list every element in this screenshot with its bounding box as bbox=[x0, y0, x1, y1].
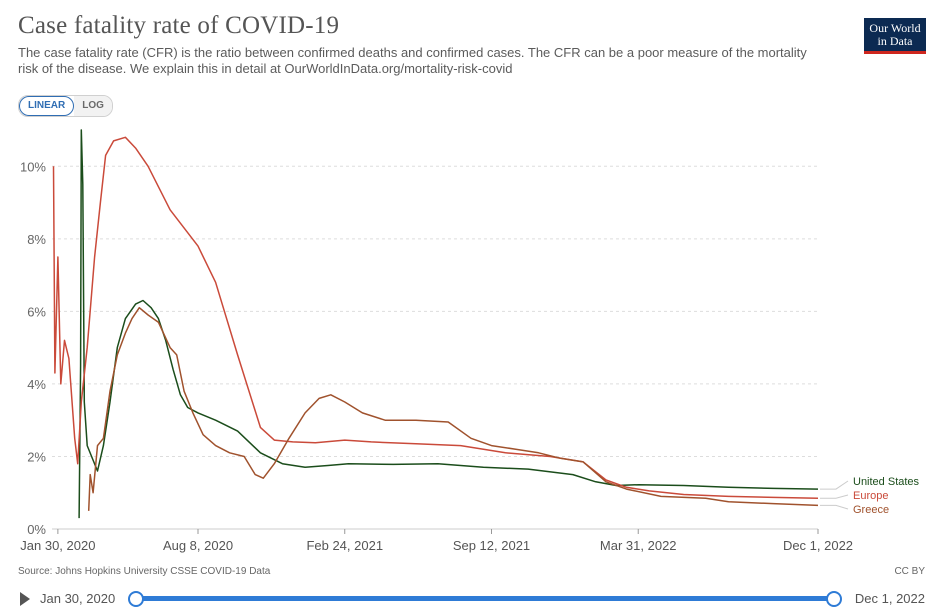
series-line-greece bbox=[87, 306, 819, 511]
series-line-europe bbox=[52, 136, 819, 499]
legend-label-europe: Europe bbox=[853, 490, 888, 502]
series-lines bbox=[52, 129, 819, 519]
legend-label-united-states: United States bbox=[853, 476, 920, 488]
x-tick-label: Dec 1, 2022 bbox=[783, 538, 853, 553]
log-scale-button[interactable]: LOG bbox=[74, 96, 112, 116]
timeline-end-label: Dec 1, 2022 bbox=[854, 591, 925, 606]
x-tick-label: Jan 30, 2020 bbox=[20, 538, 95, 553]
logo-line-1: Our World bbox=[869, 21, 921, 35]
x-tick-label: Feb 24, 2021 bbox=[306, 538, 383, 553]
timeline-start-handle[interactable] bbox=[128, 591, 144, 607]
timeline-start-label: Jan 30, 2020 bbox=[40, 591, 116, 606]
legend-connector bbox=[820, 494, 849, 499]
y-tick-label: 4% bbox=[27, 377, 46, 392]
play-icon[interactable] bbox=[20, 592, 30, 606]
grid-lines bbox=[52, 165, 818, 530]
license-link[interactable]: CC BY bbox=[894, 566, 925, 577]
timeline-track[interactable] bbox=[136, 596, 834, 601]
x-tick-label: Mar 31, 2022 bbox=[600, 538, 677, 553]
x-tick-label: Sep 12, 2021 bbox=[453, 538, 530, 553]
series-legend: United States Europe Greece bbox=[820, 476, 920, 516]
scale-toggle: LINEAR LOG bbox=[18, 95, 113, 117]
x-axis-ticks: Jan 30, 2020 Aug 8, 2020 Feb 24, 2021 Sep 1… bbox=[20, 529, 853, 553]
linear-scale-button[interactable]: LINEAR bbox=[19, 96, 75, 116]
timeline-end-handle[interactable] bbox=[826, 591, 842, 607]
legend-connector bbox=[820, 504, 849, 510]
y-tick-label: 8% bbox=[27, 232, 46, 247]
timeline: Jan 30, 2020 Dec 1, 2022 bbox=[0, 588, 943, 610]
y-tick-label: 2% bbox=[27, 449, 46, 464]
chart-subtitle: The case fatality rate (CFR) is the rati… bbox=[18, 45, 807, 76]
logo-line-2: in Data bbox=[877, 34, 913, 48]
chart-title: Case fatality rate of COVID-19 bbox=[18, 12, 340, 39]
x-tick-label: Aug 8, 2020 bbox=[163, 538, 233, 553]
y-tick-label: 6% bbox=[27, 304, 46, 319]
y-tick-label: 0% bbox=[27, 522, 46, 537]
y-axis-ticks: 0% 2% 4% 6% 8% 10% bbox=[20, 159, 46, 537]
line-chart: 0% 2% 4% 6% 8% 10% Jan 30, 2020 Aug 8, 2020 Feb… bbox=[20, 129, 920, 553]
owid-logo[interactable]: Our World in Data bbox=[864, 18, 926, 54]
source-note: Source: Johns Hopkins University CSSE CO… bbox=[18, 566, 271, 577]
series-line-united-states bbox=[78, 129, 819, 519]
y-tick-label: 10% bbox=[20, 159, 46, 174]
legend-label-greece: Greece bbox=[853, 504, 889, 516]
legend-connector bbox=[820, 480, 849, 490]
